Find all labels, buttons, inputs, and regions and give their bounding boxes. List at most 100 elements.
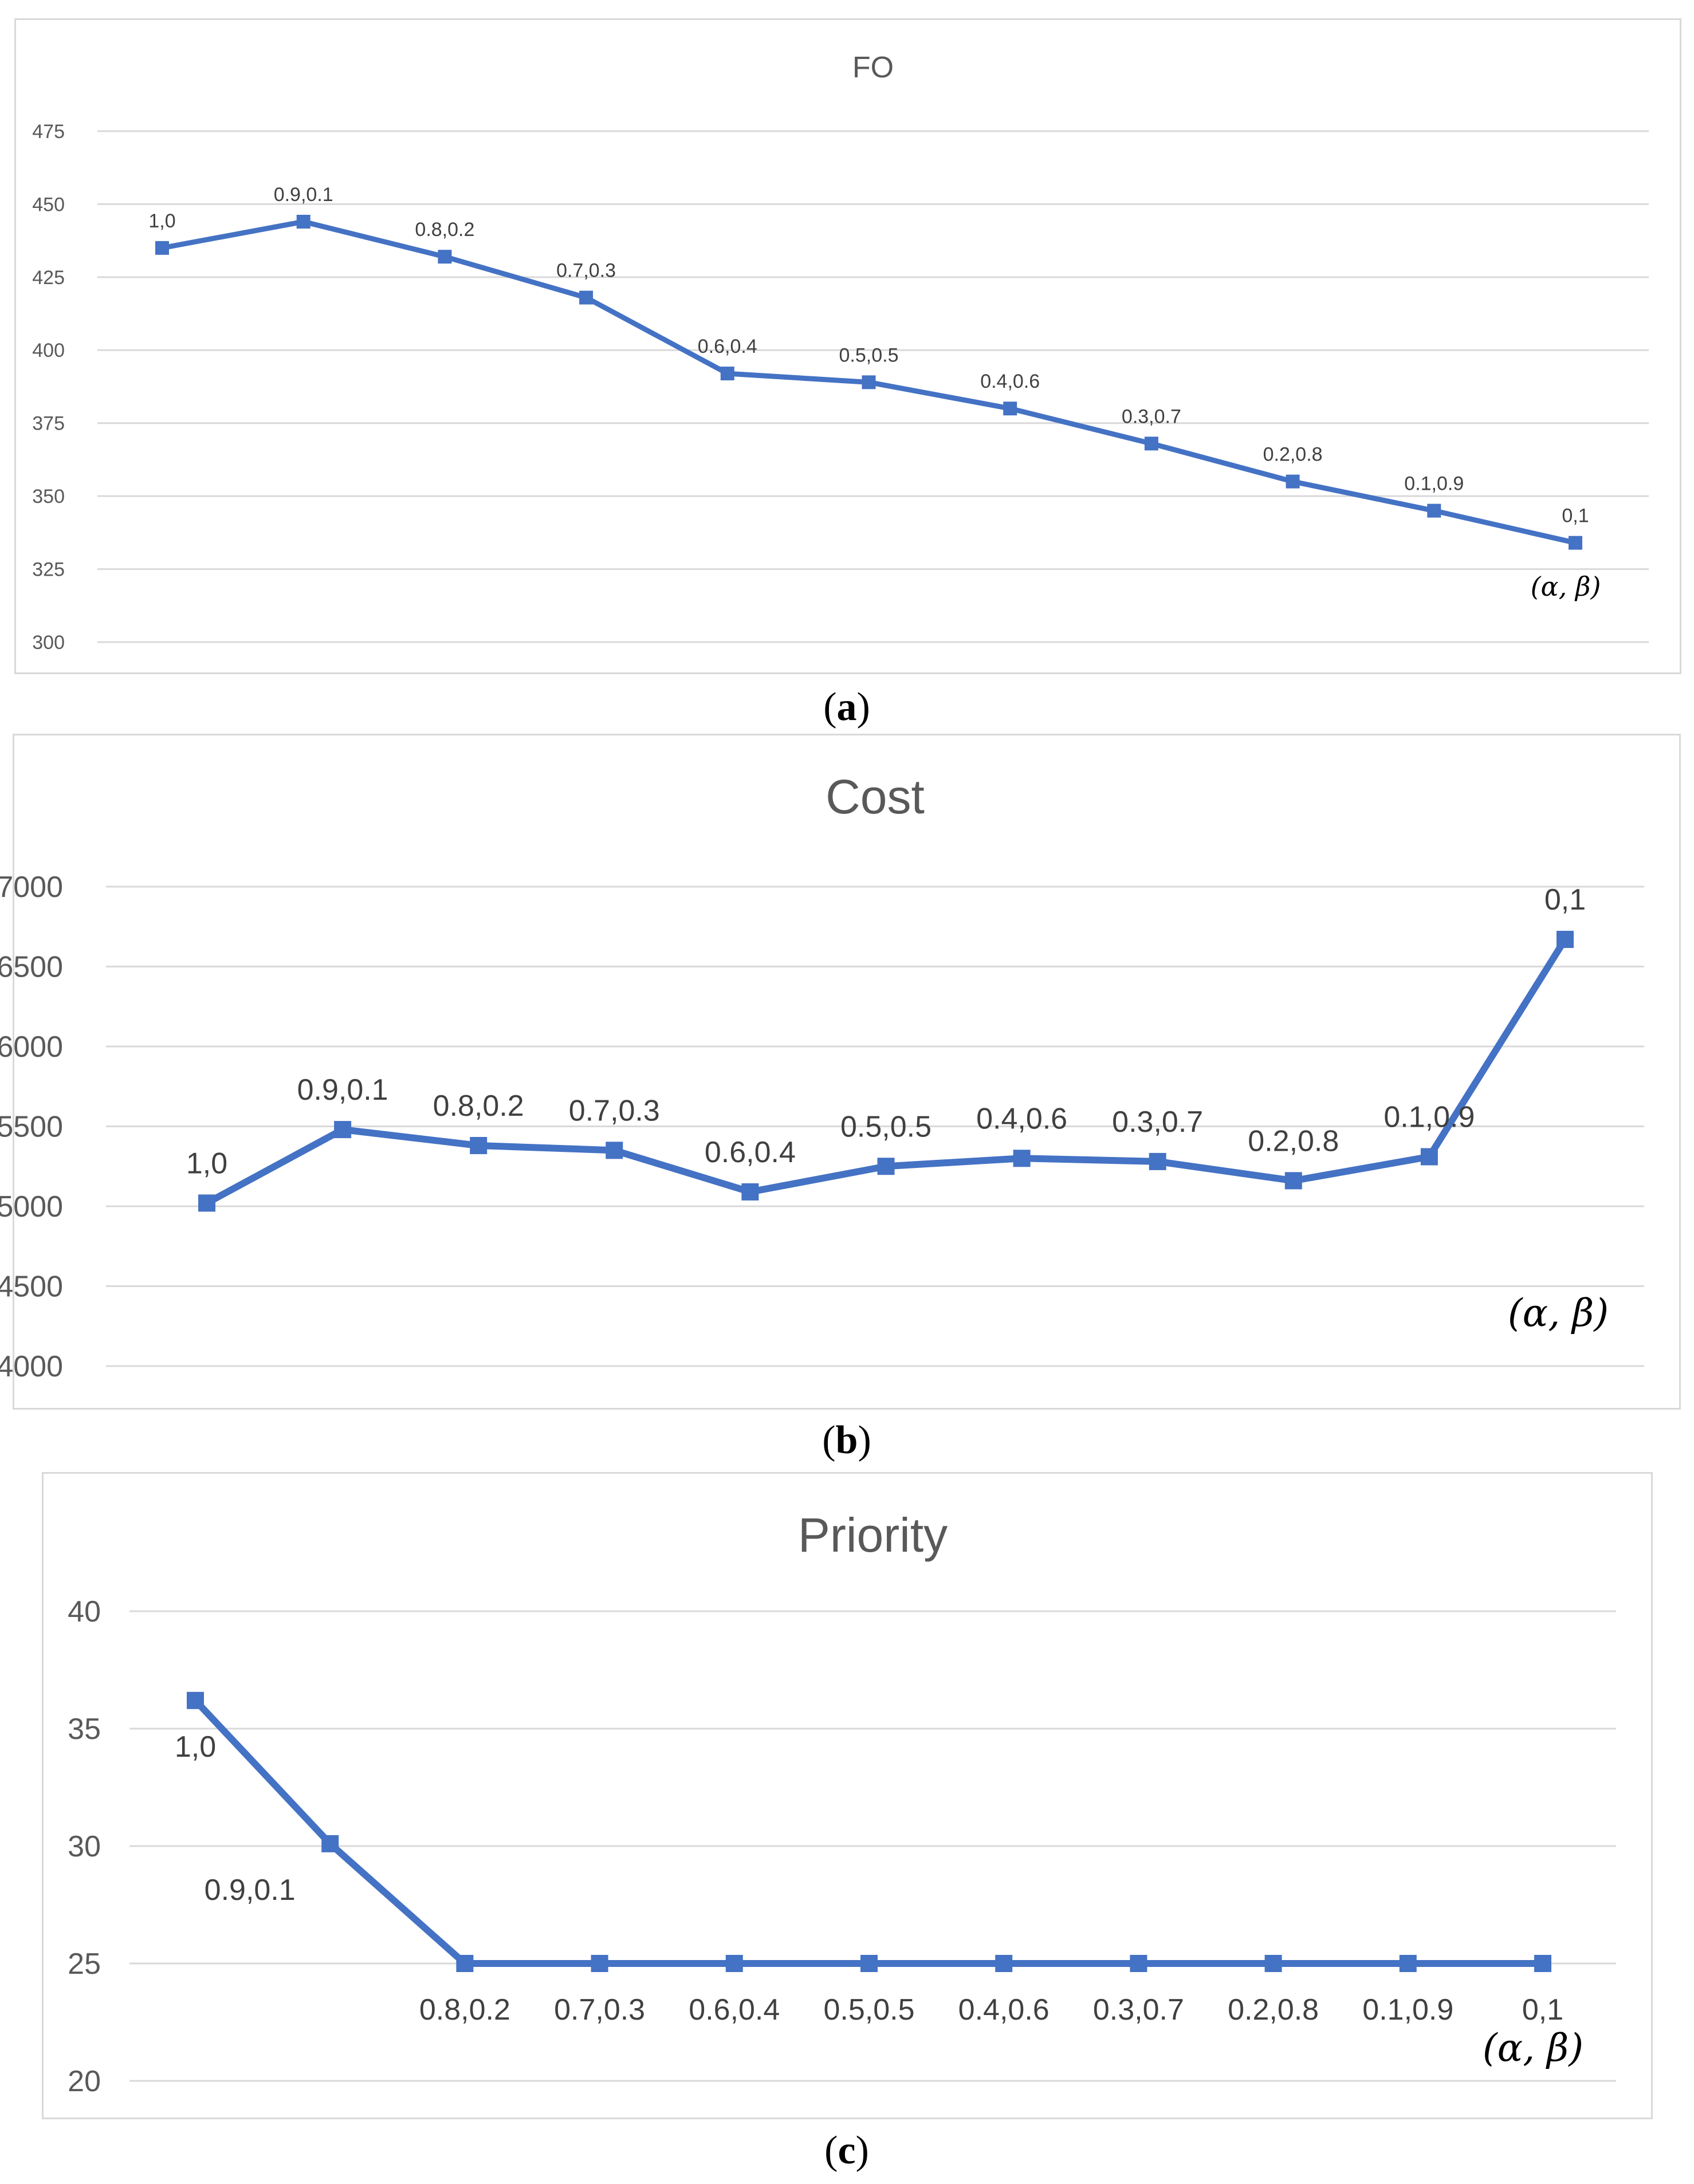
data-label: 1,0 xyxy=(186,1147,227,1180)
data-point-marker xyxy=(591,1955,608,1972)
chart-title: FO xyxy=(852,51,894,84)
data-label: 0.5,0.5 xyxy=(839,344,899,366)
data-label: 0.8,0.2 xyxy=(433,1089,524,1123)
caption-b-letter: b xyxy=(835,1418,858,1462)
y-tick-label: 7000 xyxy=(0,871,63,904)
data-point-marker xyxy=(470,1136,488,1154)
data-point-marker xyxy=(741,1183,759,1201)
data-label: 0.6,0.4 xyxy=(698,336,757,357)
data-label: 0.7,0.3 xyxy=(556,260,616,282)
data-label: 0.9,0.1 xyxy=(205,1874,296,1907)
data-label: 0.1,0.9 xyxy=(1404,473,1464,495)
data-label: 0.7,0.3 xyxy=(554,1993,645,2026)
data-label: 0.3,0.7 xyxy=(1122,406,1181,427)
data-label: 1,0 xyxy=(148,210,175,232)
y-tick-label: 5000 xyxy=(0,1190,63,1223)
y-tick-label: 6500 xyxy=(0,951,63,984)
data-label: 0,1 xyxy=(1522,1993,1563,2026)
data-label: 0.8,0.2 xyxy=(415,219,474,241)
data-label: 0.8,0.2 xyxy=(419,1993,510,2026)
data-point-marker xyxy=(877,1158,895,1175)
data-point-marker xyxy=(1557,931,1574,949)
series-line-priority xyxy=(192,1698,1543,1967)
data-point-marker xyxy=(187,1691,204,1709)
y-tick-label: 35 xyxy=(68,1713,101,1746)
chart-fo-svg: FO 300 325 350 375 400 425 450 475 1,0 0.9,0.1 0.8,… xyxy=(32,51,1649,654)
data-label: 0.9,0.1 xyxy=(297,1073,388,1107)
data-label: 0.6,0.4 xyxy=(689,1993,780,2026)
y-tick-label: 375 xyxy=(32,413,65,435)
data-point-marker xyxy=(1264,1955,1282,1972)
y-tick-label: 40 xyxy=(68,1595,101,1628)
data-point-marker xyxy=(860,1955,878,1972)
y-tick-label: 325 xyxy=(32,558,65,580)
data-point-marker xyxy=(1149,1152,1166,1170)
x-axis-note: (α, β) xyxy=(1483,2026,1583,2070)
data-label: 0,1 xyxy=(1544,883,1586,916)
data-label: 0.4,0.6 xyxy=(958,1993,1050,2026)
data-point-marker xyxy=(1534,1955,1551,1972)
x-axis-note: (α, β) xyxy=(1508,1291,1609,1335)
data-label: 0.2,0.8 xyxy=(1263,444,1323,466)
data-point-marker xyxy=(995,1955,1013,1972)
data-label: 0.3,0.7 xyxy=(1093,1993,1184,2026)
data-point-marker xyxy=(456,1955,474,1972)
y-tick-label: 25 xyxy=(68,1947,101,1981)
data-label: 0.5,0.5 xyxy=(823,1993,914,2026)
caption-a-letter: a xyxy=(836,685,857,729)
data-label: 0.2,0.8 xyxy=(1228,1993,1319,2026)
data-point-marker xyxy=(1284,1172,1302,1190)
data-point-marker xyxy=(862,375,876,389)
chart-panel-priority: Priority 20 25 30 35 40 1,0 0.9,0.1 0.8,0.2 0.7,0… xyxy=(42,1472,1653,2119)
data-label: 0.4,0.6 xyxy=(976,1102,1067,1135)
data-point-marker xyxy=(1013,1150,1031,1167)
y-tick-label: 30 xyxy=(68,1830,101,1863)
data-label: 0.2,0.8 xyxy=(1248,1124,1339,1158)
y-tick-label: 475 xyxy=(32,121,65,143)
chart-panel-cost: Cost 4000 4500 5000 5500 6000 6500 7000 1,0 0.9,0… xyxy=(0,734,1681,1410)
data-point-marker xyxy=(1420,1148,1438,1166)
data-label: 0.1,0.9 xyxy=(1384,1101,1475,1134)
x-axis-note: (α, β) xyxy=(1531,571,1601,602)
data-label: 0.7,0.3 xyxy=(569,1094,660,1127)
data-label: 1,0 xyxy=(175,1730,216,1764)
chart-priority-svg: Priority 20 25 30 35 40 1,0 0.9,0.1 0.8,0.2 0.7,0… xyxy=(68,1508,1616,2098)
y-tick-label: 4000 xyxy=(0,1350,63,1383)
chart-title: Cost xyxy=(826,770,925,824)
y-tick-label: 5500 xyxy=(0,1111,63,1144)
data-point-marker xyxy=(1003,402,1017,416)
caption-c: (c) xyxy=(824,2128,869,2173)
data-point-marker xyxy=(1569,536,1582,550)
data-point-marker xyxy=(296,215,310,229)
caption-a: (a) xyxy=(823,685,870,729)
data-point-marker xyxy=(334,1121,352,1139)
data-point-marker xyxy=(1286,474,1300,489)
data-point-marker xyxy=(606,1142,623,1159)
data-label: 0.3,0.7 xyxy=(1112,1105,1203,1139)
y-tick-label: 400 xyxy=(32,340,65,361)
data-point-marker xyxy=(1130,1955,1147,1972)
data-label: 0.1,0.9 xyxy=(1362,1993,1453,2026)
y-tick-label: 300 xyxy=(32,632,65,654)
data-point-marker xyxy=(579,290,594,305)
data-point-marker xyxy=(725,1955,743,1972)
data-point-marker xyxy=(438,250,452,264)
y-tick-label: 425 xyxy=(32,267,65,289)
data-point-marker xyxy=(198,1194,215,1212)
y-tick-label: 450 xyxy=(32,194,65,215)
data-point-marker xyxy=(155,241,169,255)
y-tick-label: 4500 xyxy=(0,1270,63,1304)
data-point-marker xyxy=(720,367,734,381)
chart-panel-fo: FO 300 325 350 375 400 425 450 475 1,0 0.9,0.1 0.8,… xyxy=(14,18,1681,674)
chart-cost-svg: Cost 4000 4500 5000 5500 6000 6500 7000 1,0 0.9,0… xyxy=(0,770,1644,1383)
y-tick-label: 20 xyxy=(68,2065,101,2098)
data-point-marker xyxy=(1399,1955,1417,1972)
caption-b: (b) xyxy=(822,1418,871,1462)
data-point-marker xyxy=(321,1835,339,1852)
y-tick-label: 350 xyxy=(32,486,65,507)
data-label: 0.6,0.4 xyxy=(705,1136,796,1169)
data-label: 0.5,0.5 xyxy=(840,1110,931,1143)
data-label: 0.4,0.6 xyxy=(980,371,1040,392)
chart-title: Priority xyxy=(798,1508,948,1562)
data-label: 0.9,0.1 xyxy=(274,184,333,206)
